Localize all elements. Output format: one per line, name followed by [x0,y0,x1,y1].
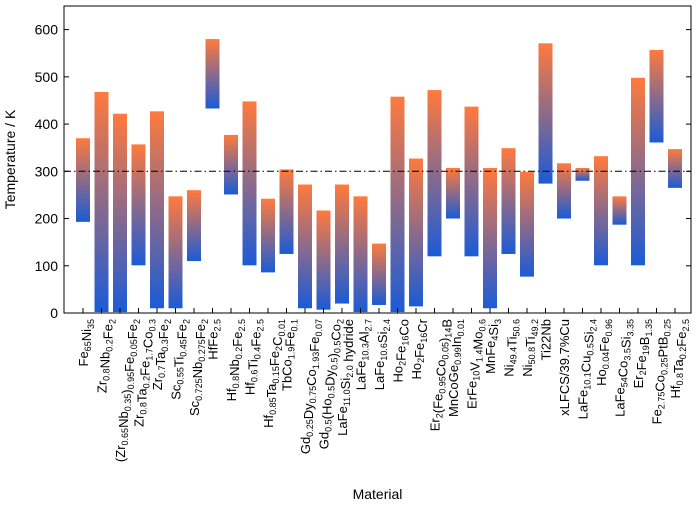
bar [316,210,331,310]
bar [483,168,497,309]
x-tick-label: Hf0.85Ta0.15Fe2C0.01 [261,319,287,428]
bar [224,134,238,195]
x-tick-label: Ho2Fe16Cr [409,318,430,379]
y-tick-label: 600 [35,22,59,38]
bars-group [76,39,682,313]
bar [668,149,682,188]
x-tick-label: Er2(Fe0.95Co0.05)14B [428,319,455,431]
x-tick-label: LaFe10.1Cu0.5Si2.4 [576,319,599,419]
x-tick-label: HfFe2.5 [206,319,223,360]
bar [76,138,90,222]
bar [261,198,275,273]
bar [446,168,460,219]
y-axis-title: Temperature / K [2,109,18,209]
x-tick-label: Sc0.725Nb0.275Fe2 [187,319,210,416]
bar [372,243,386,305]
y-tick-label: 100 [35,258,59,274]
x-tick-label: Ni50.8Ti49.2 [520,319,540,377]
y-tick-label: 200 [35,211,59,227]
bar [464,106,479,257]
bar [390,96,405,313]
plot-frame [63,5,692,314]
bar [575,168,590,181]
bar [279,169,294,254]
x-tick-label: Fe65Ni35 [76,319,96,366]
y-tick-label: 500 [35,69,59,85]
bar [168,196,183,309]
bar [335,184,349,304]
x-tick-label: Hf0.8Nb0.2Fe2.5 [224,319,247,401]
x-axis: Fe65Ni35Zr0.8Nb0.2Fe2(Zr0.65Nb0.35)0.95F… [76,308,691,462]
y-tick-label: 0 [50,305,58,321]
x-tick-label: Gd0.25Dy0.75Co1.93Fe0.07 [298,319,324,454]
x-tick-label: LaFe10.3Al2.7 [354,319,374,390]
x-tick-label: MnCoGe0.99In0.01 [446,319,466,417]
bar [187,190,201,262]
x-tick-label: (Zr0.65Nb0.35)0.95Fe0.05Fe2 [113,319,142,462]
bar [594,156,608,266]
x-tick-label: LaFe10.6Si2.4 [372,319,392,390]
x-tick-label: Hf0.8Ta0.2Fe2.5 [668,319,691,398]
bar [113,113,127,313]
x-tick-label: TbCo1.9Fe0.1 [280,319,300,391]
bar [612,196,627,225]
y-axis: 0 100 200 300 400 500 600 [35,22,691,321]
bar [538,43,553,184]
x-tick-label: Er2Fe19B1.35 [631,319,654,388]
bar [631,77,645,266]
bar [150,111,164,309]
x-tick-label: Zr0.8Ta0.2Fe1.7Co0.3 [132,319,158,427]
x-axis-title: Material [353,486,403,502]
x-tick-label: Hf0.6Ti0.4Fe2.5 [243,319,266,395]
bar [501,148,516,254]
x-tick-label: Ho0.04Fe0.96 [594,319,614,386]
bar [242,101,257,266]
y-tick-label: 300 [35,163,59,179]
x-tick-label: Zr0.7Ta0.3Fe2 [150,319,173,390]
x-tick-label: Sc0.55Ti0.45Fe2 [169,319,192,400]
x-tick-label: xLFCS/39.7%Cu [557,319,572,416]
x-tick-label: Zr0.8Nb0.2Fe2 [95,319,118,393]
x-tick-label: MnFe4Si3 [483,319,503,374]
bar [649,49,664,143]
x-tick-label: Ni49.4Ti50.6 [502,319,522,377]
x-tick-label: Gd0.5(Ho0.5Dy0.5)0.5Co2 [317,319,346,449]
x-tick-label: Ti22Nb [539,319,554,360]
x-tick-label: Fe2.75Co0.25PtB0.25 [650,319,673,424]
bar [520,171,534,277]
bar [205,39,220,109]
bar [353,196,368,313]
x-tick-label: ErFe10V1.4Mo0.6 [465,319,488,409]
bar [131,144,146,266]
bar [409,158,423,307]
bar [427,90,442,257]
bar [94,91,109,313]
x-tick-label: Ho2Fe16Co [391,319,412,382]
y-tick-label: 400 [35,116,59,132]
bar [557,163,571,219]
bar [298,184,312,309]
x-tick-label: LaFe11.0Si2.0 hydride [335,319,356,436]
x-tick-label: LaFe54Co3.5Si3.35 [613,319,636,417]
